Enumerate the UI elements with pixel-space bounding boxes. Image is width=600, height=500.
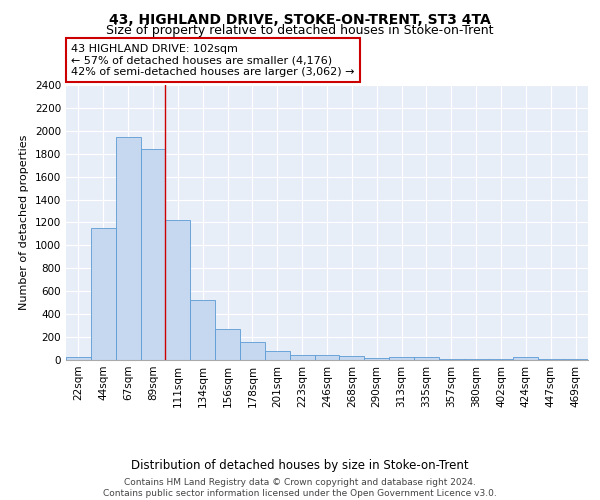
Bar xyxy=(364,358,389,360)
Bar xyxy=(414,357,439,360)
Bar xyxy=(91,228,116,360)
Bar xyxy=(140,149,166,360)
Text: 43 HIGHLAND DRIVE: 102sqm
← 57% of detached houses are smaller (4,176)
42% of se: 43 HIGHLAND DRIVE: 102sqm ← 57% of detac… xyxy=(71,44,355,76)
Bar xyxy=(514,357,538,360)
Bar xyxy=(340,356,364,360)
Bar xyxy=(314,355,340,360)
Bar xyxy=(215,329,240,360)
Bar xyxy=(190,300,215,360)
Text: Size of property relative to detached houses in Stoke-on-Trent: Size of property relative to detached ho… xyxy=(106,24,494,37)
Text: 43, HIGHLAND DRIVE, STOKE-ON-TRENT, ST3 4TA: 43, HIGHLAND DRIVE, STOKE-ON-TRENT, ST3 … xyxy=(109,12,491,26)
Bar xyxy=(166,220,190,360)
Y-axis label: Number of detached properties: Number of detached properties xyxy=(19,135,29,310)
Text: Contains HM Land Registry data © Crown copyright and database right 2024.
Contai: Contains HM Land Registry data © Crown c… xyxy=(103,478,497,498)
Text: Distribution of detached houses by size in Stoke-on-Trent: Distribution of detached houses by size … xyxy=(131,460,469,472)
Bar xyxy=(290,355,314,360)
Bar xyxy=(116,136,140,360)
Bar xyxy=(389,357,414,360)
Bar xyxy=(240,342,265,360)
Bar xyxy=(66,357,91,360)
Bar xyxy=(265,352,290,360)
